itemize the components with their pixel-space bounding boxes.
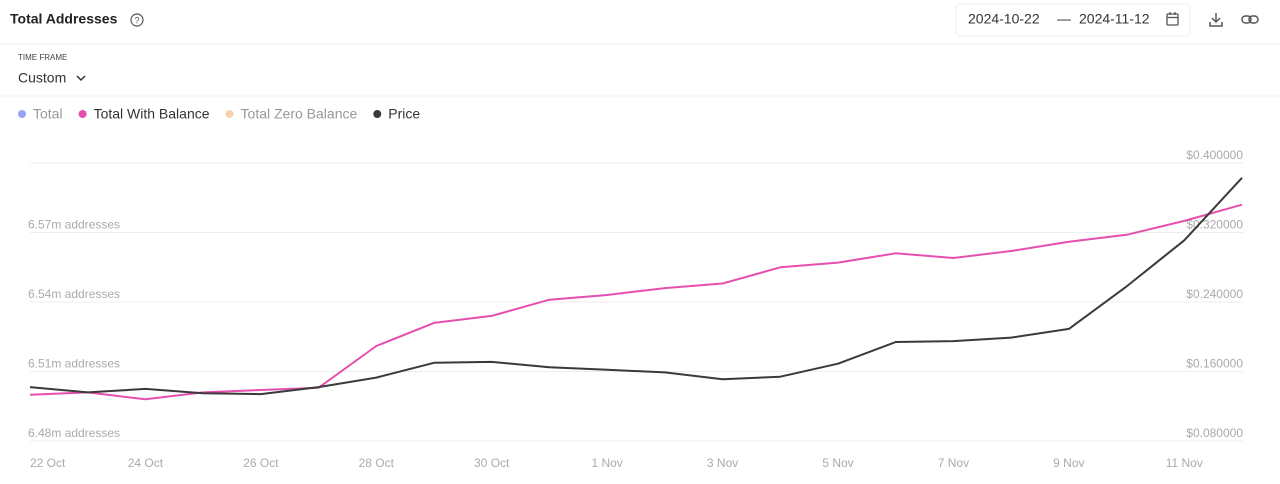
download-icon[interactable] [1209, 13, 1223, 27]
x-tick-label: 5 Nov [822, 456, 853, 470]
legend-marker[interactable] [78, 110, 87, 118]
legend-label[interactable]: Total Zero Balance [241, 106, 358, 122]
legend-label[interactable]: Price [388, 106, 420, 122]
x-tick-label: 22 Oct [30, 456, 66, 470]
help-icon[interactable]: ? [130, 13, 144, 27]
y2-tick-label: $0.080000 [1186, 426, 1243, 440]
date-separator: — [1057, 11, 1071, 27]
y2-tick-label: $0.160000 [1186, 357, 1243, 371]
x-tick-label: 3 Nov [707, 456, 738, 470]
x-tick-label: 1 Nov [591, 456, 622, 470]
x-tick-label: 7 Nov [938, 456, 969, 470]
x-tick-label: 9 Nov [1053, 456, 1084, 470]
date-range[interactable] [955, 3, 1191, 37]
x-tick-label: 24 Oct [128, 456, 164, 470]
series-line [29, 177, 1243, 396]
y2-tick-label: $0.320000 [1186, 218, 1243, 232]
x-tick-label: 11 Nov [1166, 456, 1203, 470]
time-frame-value[interactable]: Custom [18, 70, 66, 86]
link-icon[interactable] [1241, 15, 1259, 24]
date-to[interactable]: 2024-11-12 [1079, 11, 1150, 27]
legend-label[interactable]: Total [33, 106, 63, 122]
y-tick-label: 6.54m addresses [28, 287, 120, 301]
y-tick-label: 6.48m addresses [28, 426, 120, 440]
title: Total Addresses [10, 11, 118, 27]
x-tick-label: 30 Oct [474, 456, 510, 470]
legend-marker[interactable] [373, 110, 382, 118]
date-from[interactable]: 2024-10-22 [968, 11, 1040, 27]
x-tick-label: 26 Oct [243, 456, 279, 470]
y-tick-label: 6.57m addresses [28, 218, 120, 232]
time-frame-label: TIME FRAME [18, 53, 67, 62]
x-tick-label: 28 Oct [359, 456, 395, 470]
legend-marker[interactable] [225, 110, 234, 118]
series-line [29, 203, 1243, 401]
dropdown-icon[interactable] [76, 75, 86, 82]
y-tick-label: 6.51m addresses [28, 357, 120, 371]
y2-tick-label: $0.400000 [1186, 148, 1243, 162]
legend: Total Total With Balance Total Zero Balanc… [18, 106, 420, 122]
legend-marker[interactable] [18, 110, 26, 118]
svg-text:?: ? [134, 15, 139, 25]
calendar-icon[interactable] [1166, 12, 1179, 26]
y2-tick-label: $0.240000 [1186, 287, 1243, 301]
legend-label[interactable]: Total With Balance [94, 106, 210, 122]
plot: $0.080000 $0.160000 $0.240000 $0.320000 $0.4… [28, 148, 1243, 470]
